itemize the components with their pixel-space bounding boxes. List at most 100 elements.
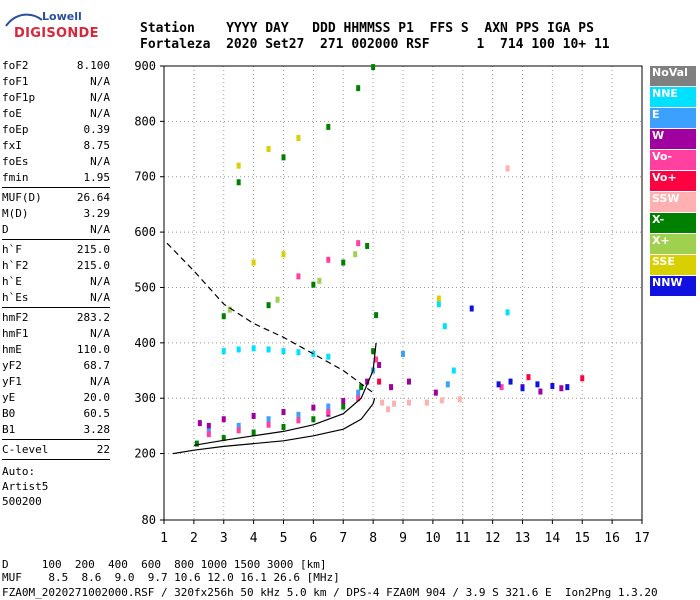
- param-label: fxI: [2, 139, 22, 152]
- x-tick-label: 15: [574, 531, 590, 546]
- param-row: M(D) 3.29: [2, 206, 110, 222]
- legend-item: Vo+: [650, 171, 696, 191]
- data-point: [296, 411, 301, 418]
- data-point: [311, 416, 316, 423]
- param-value: 22: [96, 443, 110, 456]
- param-value: 1.95: [83, 171, 111, 184]
- data-point: [281, 348, 286, 355]
- legend-item: NNE: [650, 87, 696, 107]
- param-label: yF1: [2, 375, 22, 388]
- param-value: N/A: [90, 107, 110, 120]
- data-point: [194, 440, 199, 447]
- param-row: yF1 N/A: [2, 374, 110, 390]
- data-point: [266, 421, 271, 428]
- data-point: [197, 420, 202, 427]
- autoscaling-line: Artist5: [2, 480, 49, 493]
- data-point: [508, 378, 513, 385]
- data-point: [389, 384, 394, 391]
- param-label: hmF2: [2, 311, 29, 324]
- x-tick-label: 12: [485, 531, 501, 546]
- data-point: [406, 399, 411, 406]
- data-point: [365, 378, 370, 385]
- data-point: [296, 134, 301, 141]
- param-row: foEs N/A: [2, 154, 110, 170]
- data-point: [356, 395, 361, 402]
- data-point: [505, 309, 510, 316]
- legend-item: X+: [650, 234, 696, 254]
- param-label: C-level: [2, 443, 49, 456]
- param-row: foF2 8.100: [2, 58, 110, 74]
- x-tick-label: 10: [425, 531, 441, 546]
- param-label: M(D): [2, 207, 29, 220]
- legend-item: NNW: [650, 276, 696, 296]
- x-tick-label: 2: [190, 531, 198, 546]
- data-point: [251, 412, 256, 419]
- scaled-parameters-panel: foF2 8.100 foF1 N/A foF1p N/A foE N/A foEp 0.39 fx…: [2, 58, 110, 509]
- y-tick-label: 400: [134, 336, 156, 350]
- param-row: foE N/A: [2, 106, 110, 122]
- data-point: [281, 251, 286, 258]
- data-point: [526, 374, 531, 381]
- param-row: foEp 0.39: [2, 122, 110, 138]
- param-separator: [2, 439, 110, 440]
- param-value: 283.2: [76, 311, 110, 324]
- data-point: [424, 399, 429, 406]
- data-point: [520, 385, 525, 392]
- param-label: B1: [2, 423, 16, 436]
- digisonde-logo: Lowell DIGISONDE: [4, 10, 99, 44]
- data-point: [580, 375, 585, 382]
- data-point: [371, 348, 376, 355]
- data-point: [296, 273, 301, 280]
- x-tick-label: 5: [280, 531, 288, 546]
- data-point: [326, 409, 331, 416]
- legend-item: Vo-: [650, 150, 696, 170]
- param-separator: [2, 459, 110, 460]
- data-point: [505, 165, 510, 172]
- muf-distance-header: D 100 200 400 600 800 1000 1500 3000 [km…: [2, 558, 327, 571]
- param-separator: [2, 187, 110, 188]
- data-point: [442, 323, 447, 330]
- param-value: 3.28: [83, 423, 111, 436]
- data-point: [221, 348, 226, 355]
- y-tick-label: 800: [134, 114, 156, 128]
- data-point: [251, 345, 256, 352]
- param-label: hmF1: [2, 327, 29, 340]
- param-row: hmF2 283.2: [2, 310, 110, 326]
- y-tick-label: 600: [134, 225, 156, 239]
- param-value: N/A: [90, 375, 110, 388]
- muf-values: MUF 8.5 8.6 9.0 9.7 10.6 12.0 16.1 26.6 …: [2, 571, 340, 584]
- param-value: 110.0: [76, 343, 110, 356]
- legend-item: X-: [650, 213, 696, 233]
- data-point: [457, 396, 462, 403]
- param-row: foF1 N/A: [2, 74, 110, 90]
- data-point: [538, 388, 543, 395]
- data-point: [433, 389, 438, 396]
- autoscaling-info: Auto: Artist5 500200: [2, 464, 110, 509]
- x-tick-label: 8: [369, 531, 377, 546]
- data-point: [535, 381, 540, 388]
- data-point: [236, 179, 241, 186]
- x-tick-label: 17: [634, 531, 650, 546]
- data-point: [496, 381, 501, 388]
- param-label: foE: [2, 107, 22, 120]
- x-tick-label: 4: [250, 531, 258, 546]
- data-point: [281, 409, 286, 416]
- param-row: MUF(D) 26.64: [2, 190, 110, 206]
- data-point: [356, 240, 361, 247]
- x-tick-label: 6: [309, 531, 317, 546]
- param-value: 8.75: [83, 139, 111, 152]
- data-point: [266, 346, 271, 353]
- data-point: [356, 85, 361, 92]
- x-tick-label: 1: [160, 531, 168, 546]
- data-point: [317, 277, 322, 284]
- data-point: [499, 384, 504, 391]
- data-point: [380, 399, 385, 406]
- param-separator: [2, 307, 110, 308]
- x-tick-label: 11: [455, 531, 471, 546]
- data-point: [365, 242, 370, 249]
- param-row: yF2 68.7: [2, 358, 110, 374]
- param-value: N/A: [90, 75, 110, 88]
- y-tick-label: 700: [134, 170, 156, 184]
- data-point: [236, 162, 241, 169]
- param-row: fmin 1.95: [2, 170, 110, 186]
